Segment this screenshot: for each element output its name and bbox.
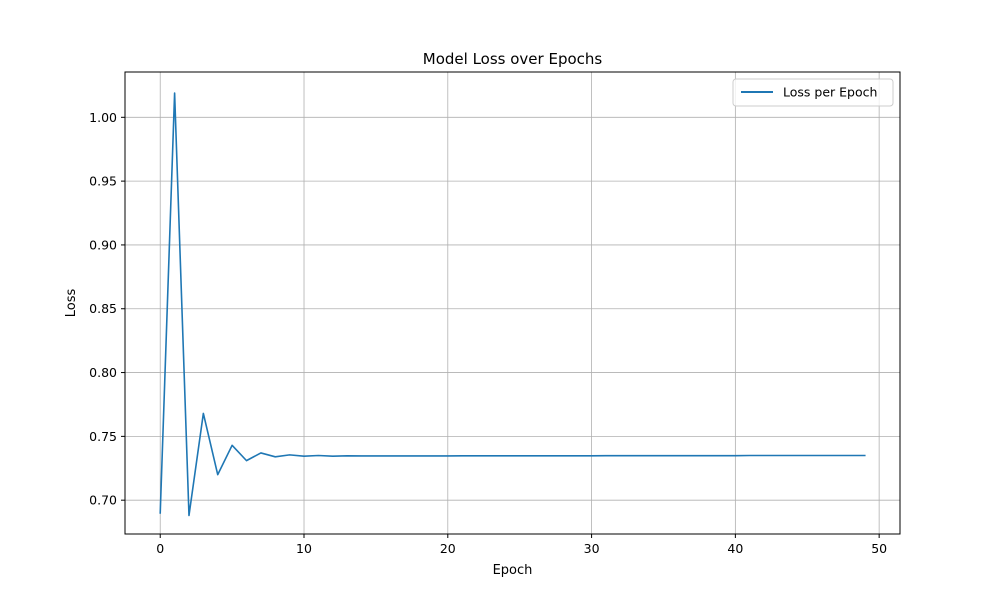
grid-lines <box>125 72 900 534</box>
series-layer <box>159 92 866 517</box>
legend-label: Loss per Epoch <box>783 85 877 100</box>
x-tick-label: 30 <box>584 541 600 556</box>
x-axis-label: Epoch <box>493 563 533 578</box>
x-tick-label: 10 <box>296 541 312 556</box>
chart-title: Model Loss over Epochs <box>423 50 603 68</box>
x-tick-label: 20 <box>440 541 456 556</box>
legend: Loss per Epoch <box>732 78 894 107</box>
x-tick-label: 50 <box>871 541 887 556</box>
y-tick-label: 0.95 <box>89 174 117 189</box>
x-axis: 0 10 20 30 40 50 <box>156 534 887 556</box>
series-line-loss-per-epoch <box>159 92 866 517</box>
y-axis: 0.70 0.75 0.80 0.85 0.90 0.95 1.00 <box>89 110 125 508</box>
plot-area-frame <box>124 71 901 535</box>
y-tick-label: 0.80 <box>89 365 117 380</box>
y-tick-label: 0.85 <box>89 301 117 316</box>
x-tick-label: 40 <box>727 541 743 556</box>
y-tick-label: 0.90 <box>89 237 117 252</box>
x-tick-label: 0 <box>156 541 164 556</box>
y-tick-label: 0.70 <box>89 493 117 508</box>
y-tick-label: 1.00 <box>89 110 117 125</box>
y-axis-label: Loss <box>64 289 79 318</box>
y-tick-label: 0.75 <box>89 429 117 444</box>
legend-box <box>732 78 894 107</box>
